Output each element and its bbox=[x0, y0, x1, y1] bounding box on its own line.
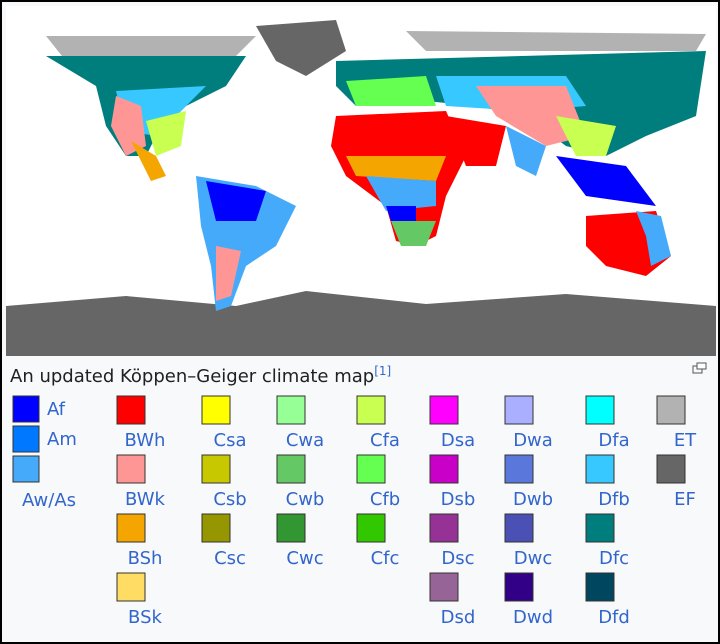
legend-label[interactable]: Dfc bbox=[599, 548, 629, 569]
legend-label[interactable]: Dwb bbox=[513, 489, 553, 510]
legend-label[interactable]: EF bbox=[674, 489, 696, 510]
legend-swatch bbox=[116, 395, 146, 425]
legend-label[interactable]: BWh bbox=[125, 430, 166, 451]
legend-label[interactable]: BWk bbox=[125, 489, 166, 510]
legend-swatch bbox=[504, 395, 534, 425]
legend-swatch bbox=[276, 395, 306, 425]
legend-label[interactable]: Dsa bbox=[441, 430, 475, 451]
legend-swatch bbox=[429, 513, 459, 543]
legend-swatch bbox=[585, 395, 615, 425]
legend-label[interactable]: Dwc bbox=[514, 548, 552, 569]
legend-label[interactable]: Am bbox=[47, 429, 77, 450]
legend-label[interactable]: Aw/As bbox=[22, 490, 76, 511]
legend-swatch bbox=[585, 513, 615, 543]
legend-swatch bbox=[429, 572, 459, 602]
legend-swatch bbox=[656, 395, 686, 425]
legend-swatch bbox=[585, 572, 615, 602]
caption: An updated Köppen–Geiger climate map[1] bbox=[10, 364, 391, 387]
legend-swatch bbox=[429, 395, 459, 425]
legend-label[interactable]: Dfd bbox=[598, 607, 630, 628]
legend-label[interactable]: Dwd bbox=[513, 607, 553, 628]
legend-swatch bbox=[504, 572, 534, 602]
climate-map[interactable] bbox=[6, 6, 716, 356]
legend-label[interactable]: BSk bbox=[128, 607, 162, 628]
legend-label[interactable]: Cfa bbox=[370, 430, 400, 451]
legend-swatch bbox=[356, 454, 386, 484]
legend-swatch bbox=[12, 425, 40, 453]
legend-swatch bbox=[356, 395, 386, 425]
legend-label[interactable]: Dsc bbox=[441, 548, 474, 569]
expand-icon[interactable] bbox=[692, 362, 708, 374]
legend-label[interactable]: Cwb bbox=[286, 489, 325, 510]
legend-label[interactable]: ET bbox=[674, 430, 697, 451]
legend-swatch bbox=[276, 513, 306, 543]
legend-swatch bbox=[504, 454, 534, 484]
legend-label[interactable]: Dsd bbox=[441, 607, 476, 628]
legend-label[interactable]: Csc bbox=[214, 548, 246, 569]
legend-swatch bbox=[12, 395, 40, 423]
legend-swatch bbox=[504, 513, 534, 543]
legend-label[interactable]: Dwa bbox=[513, 430, 553, 451]
legend-swatch bbox=[656, 454, 686, 484]
caption-text: An updated Köppen–Geiger climate map bbox=[10, 366, 375, 387]
legend-swatch bbox=[356, 513, 386, 543]
reference-link[interactable]: [1] bbox=[374, 364, 392, 378]
legend-label[interactable]: Dsb bbox=[441, 489, 476, 510]
legend-swatch bbox=[201, 454, 231, 484]
legend-swatch bbox=[116, 572, 146, 602]
legend-label[interactable]: Cfb bbox=[370, 489, 400, 510]
legend-swatch bbox=[201, 513, 231, 543]
legend-swatch bbox=[116, 454, 146, 484]
legend-label[interactable]: Dfb bbox=[598, 489, 630, 510]
legend-label[interactable]: Cwa bbox=[286, 430, 324, 451]
legend-label[interactable]: BSh bbox=[128, 548, 163, 569]
legend-label[interactable]: Af bbox=[47, 399, 66, 420]
legend-swatch bbox=[201, 395, 231, 425]
legend-label[interactable]: Csa bbox=[214, 430, 247, 451]
legend-swatch bbox=[12, 455, 40, 483]
legend-label[interactable]: Dfa bbox=[598, 430, 629, 451]
legend-label[interactable]: Csb bbox=[213, 489, 246, 510]
legend-swatch bbox=[429, 454, 459, 484]
legend-label[interactable]: Cfc bbox=[371, 548, 400, 569]
legend-swatch bbox=[276, 454, 306, 484]
legend-label[interactable]: Cwc bbox=[286, 548, 323, 569]
legend-swatch bbox=[585, 454, 615, 484]
legend-swatch bbox=[116, 513, 146, 543]
